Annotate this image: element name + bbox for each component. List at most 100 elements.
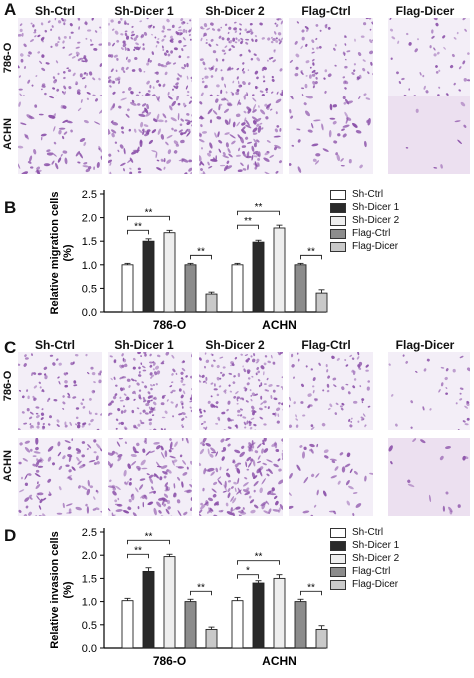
row-label-achn-c: ACHN xyxy=(2,450,14,482)
significance-label: ** xyxy=(307,246,315,257)
y-axis-label: (%) xyxy=(62,244,74,261)
significance-bracket xyxy=(127,539,170,545)
significance-label: ** xyxy=(145,207,153,218)
bar xyxy=(252,582,265,649)
legend-label: Sh-Ctrl xyxy=(352,527,384,538)
col-header-sh-dicer2-a: Sh-Dicer 2 xyxy=(205,4,265,18)
bar xyxy=(315,292,328,313)
col-header-flag-ctrl-a: Flag-Ctrl xyxy=(301,4,351,18)
micrograph-image xyxy=(289,352,373,430)
x-category-label: 786-O xyxy=(153,318,186,332)
row-label-achn-a: ACHN xyxy=(2,118,14,150)
significance-label: ** xyxy=(197,246,205,257)
y-tick-label: 1.5 xyxy=(82,236,97,248)
legend-item: Sh-Dicer 1 xyxy=(330,539,399,552)
panel-letter-d: D xyxy=(4,526,17,545)
micrograph-image xyxy=(108,18,192,96)
x-category-label: 786-O xyxy=(153,654,186,668)
significance-label: ** xyxy=(255,552,263,563)
bar xyxy=(184,264,197,313)
legend-label: Sh-Ctrl xyxy=(352,189,384,200)
significance-bracket xyxy=(127,553,149,559)
legend-b: Sh-Ctrl Sh-Dicer 1 Sh-Dicer 2 Flag-Ctrl … xyxy=(330,188,399,253)
bar xyxy=(121,264,134,313)
significance-label: * xyxy=(246,566,250,577)
y-tick-label: 1.5 xyxy=(82,573,97,585)
legend-item: Flag-Ctrl xyxy=(330,565,399,578)
significance-bracket xyxy=(127,215,170,221)
legend-item: Sh-Dicer 2 xyxy=(330,552,399,565)
micrograph-image xyxy=(199,96,283,174)
micrograph-image xyxy=(388,96,470,174)
y-tick-label: 2.5 xyxy=(82,527,97,539)
bar xyxy=(163,232,176,313)
legend-label: Sh-Dicer 2 xyxy=(352,215,400,226)
bar xyxy=(252,241,265,313)
legend-item: Sh-Dicer 2 xyxy=(330,214,399,227)
panel-letter-c: C xyxy=(4,338,17,357)
legend-item: Flag-Dicer xyxy=(330,240,399,253)
y-tick-label: 0.5 xyxy=(82,283,97,295)
bar xyxy=(231,600,244,649)
bar xyxy=(231,264,244,313)
significance-label: ** xyxy=(244,216,252,227)
bar xyxy=(205,293,218,313)
x-category-label: ACHN xyxy=(262,318,297,332)
micrograph-image xyxy=(199,18,283,96)
significance-bracket xyxy=(190,254,212,260)
panel-letter-b: B xyxy=(4,198,17,217)
y-tick-label: 0.5 xyxy=(82,620,97,632)
y-tick-label: 2.0 xyxy=(82,213,97,225)
micrograph-image xyxy=(289,96,373,174)
significance-bracket xyxy=(237,560,280,565)
legend-item: Flag-Dicer xyxy=(330,578,399,591)
significance-label: ** xyxy=(134,545,142,556)
micrograph-image xyxy=(388,352,470,430)
legend-label: Flag-Ctrl xyxy=(352,228,391,239)
bar xyxy=(142,570,155,649)
significance-label: ** xyxy=(145,531,153,542)
legend-item: Sh-Dicer 1 xyxy=(330,201,399,214)
micrograph-image xyxy=(108,96,192,174)
y-tick-label: 2.5 xyxy=(82,189,97,201)
col-header-flag-dicer-a: Flag-Dicer xyxy=(395,4,455,18)
x-category-label: ACHN xyxy=(262,654,297,668)
legend-label: Flag-Dicer xyxy=(352,579,399,590)
significance-bracket xyxy=(237,224,259,230)
y-tick-label: 1.0 xyxy=(82,260,97,272)
y-tick-label: 0.0 xyxy=(82,643,97,655)
micrograph-image xyxy=(18,18,102,96)
micrograph-image xyxy=(199,352,283,430)
bar xyxy=(121,600,134,649)
col-header-flag-ctrl-c: Flag-Ctrl xyxy=(301,338,351,352)
bar xyxy=(142,240,155,313)
significance-bracket xyxy=(127,229,149,235)
y-axis-label: (%) xyxy=(62,581,74,598)
significance-label: ** xyxy=(307,582,315,593)
micrograph-image xyxy=(388,438,470,516)
bar xyxy=(315,628,328,649)
bar xyxy=(294,264,307,313)
bar xyxy=(205,628,218,649)
micrograph-image xyxy=(289,18,373,96)
significance-bracket xyxy=(190,590,212,596)
legend-label: Flag-Dicer xyxy=(352,241,399,252)
y-tick-label: 2.0 xyxy=(82,550,97,562)
micrograph-image xyxy=(18,438,102,516)
col-header-sh-ctrl-a: Sh-Ctrl xyxy=(35,4,75,18)
col-header-sh-ctrl-c: Sh-Ctrl xyxy=(35,338,75,352)
significance-label: ** xyxy=(197,582,205,593)
bar xyxy=(163,556,176,649)
y-axis-label: Relative migration cells xyxy=(49,192,61,315)
significance-label: ** xyxy=(134,221,142,232)
bar xyxy=(273,577,286,649)
bar xyxy=(294,601,307,649)
significance-bracket xyxy=(300,590,322,596)
col-header-flag-dicer-c: Flag-Dicer xyxy=(395,338,455,352)
significance-bracket xyxy=(300,254,322,260)
micrograph-image xyxy=(18,96,102,174)
micrograph-image xyxy=(108,438,192,516)
micrograph-image xyxy=(199,438,283,516)
legend-d: Sh-Ctrl Sh-Dicer 1 Sh-Dicer 2 Flag-Ctrl … xyxy=(330,526,399,591)
col-header-sh-dicer2-c: Sh-Dicer 2 xyxy=(205,338,265,352)
